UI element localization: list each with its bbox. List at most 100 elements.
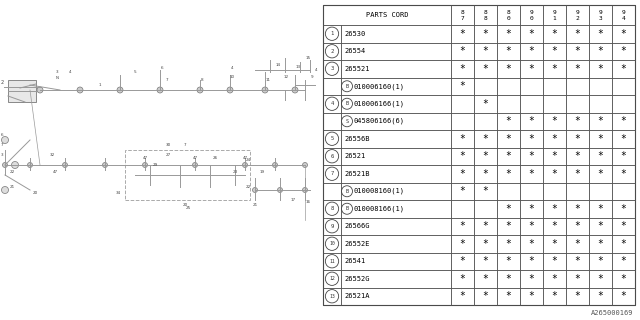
Bar xyxy=(497,113,520,130)
Bar xyxy=(451,95,474,113)
Text: *: * xyxy=(575,204,580,214)
Text: 15: 15 xyxy=(305,56,310,60)
Text: 29: 29 xyxy=(152,163,157,167)
Bar xyxy=(497,165,520,182)
Bar xyxy=(543,130,566,148)
Bar xyxy=(589,148,612,165)
Text: *: * xyxy=(506,291,511,301)
Text: PARTS CORD: PARTS CORD xyxy=(365,12,408,18)
Bar xyxy=(566,252,589,270)
Text: 8: 8 xyxy=(507,10,510,14)
Bar xyxy=(543,287,566,305)
Text: *: * xyxy=(506,169,511,179)
Text: *: * xyxy=(483,239,488,249)
Bar xyxy=(451,270,474,287)
Text: *: * xyxy=(575,64,580,74)
Bar xyxy=(451,77,474,95)
Bar xyxy=(566,113,589,130)
Bar xyxy=(543,270,566,287)
Circle shape xyxy=(227,87,233,93)
Text: *: * xyxy=(529,221,534,231)
Bar xyxy=(566,235,589,252)
Circle shape xyxy=(253,188,257,193)
Text: *: * xyxy=(483,274,488,284)
Bar xyxy=(566,25,589,43)
Text: 2: 2 xyxy=(1,79,4,84)
Text: 30: 30 xyxy=(165,143,171,147)
Text: B: B xyxy=(346,101,349,106)
Text: *: * xyxy=(483,169,488,179)
Text: 010006166(1): 010006166(1) xyxy=(354,100,405,107)
Text: 26521A: 26521A xyxy=(344,293,369,299)
Bar xyxy=(497,43,520,60)
Text: *: * xyxy=(598,169,604,179)
Bar xyxy=(612,270,635,287)
Text: 9: 9 xyxy=(598,10,602,14)
Text: *: * xyxy=(552,239,557,249)
Bar xyxy=(589,165,612,182)
Bar xyxy=(474,5,497,25)
Bar xyxy=(566,60,589,77)
Bar xyxy=(474,148,497,165)
Bar xyxy=(474,60,497,77)
Text: 4: 4 xyxy=(621,17,625,21)
Bar xyxy=(589,270,612,287)
Text: B: B xyxy=(346,189,349,194)
Text: *: * xyxy=(506,29,511,39)
Bar xyxy=(612,60,635,77)
Text: *: * xyxy=(552,46,557,56)
Text: *: * xyxy=(621,291,627,301)
Text: 1: 1 xyxy=(552,17,556,21)
Bar xyxy=(520,218,543,235)
Text: *: * xyxy=(460,64,465,74)
Bar xyxy=(451,287,474,305)
Bar xyxy=(612,113,635,130)
Bar xyxy=(566,270,589,287)
Text: *: * xyxy=(575,291,580,301)
Text: 8: 8 xyxy=(461,10,465,14)
Bar xyxy=(341,165,451,182)
Text: *: * xyxy=(529,29,534,39)
Bar xyxy=(589,235,612,252)
Text: *: * xyxy=(575,151,580,161)
Text: *: * xyxy=(575,134,580,144)
Bar xyxy=(323,5,451,25)
Text: 5: 5 xyxy=(134,70,136,74)
Text: 26530: 26530 xyxy=(344,31,365,37)
Bar xyxy=(589,287,612,305)
Text: *: * xyxy=(483,256,488,266)
Text: *: * xyxy=(552,204,557,214)
Text: 12: 12 xyxy=(284,75,289,79)
Bar xyxy=(543,60,566,77)
Text: 10: 10 xyxy=(229,75,235,79)
Text: *: * xyxy=(460,221,465,231)
Bar xyxy=(543,77,566,95)
Circle shape xyxy=(102,163,108,167)
Bar xyxy=(497,5,520,25)
Bar xyxy=(323,5,635,305)
Bar xyxy=(341,218,451,235)
Bar xyxy=(520,148,543,165)
Bar xyxy=(451,218,474,235)
Bar xyxy=(612,25,635,43)
Bar xyxy=(341,148,451,165)
Bar xyxy=(474,270,497,287)
Text: 21: 21 xyxy=(252,203,257,207)
Circle shape xyxy=(243,163,248,167)
Text: 9: 9 xyxy=(575,10,579,14)
Text: *: * xyxy=(460,291,465,301)
Text: *: * xyxy=(598,151,604,161)
Bar xyxy=(474,113,497,130)
Text: *: * xyxy=(506,221,511,231)
Bar xyxy=(543,95,566,113)
Text: *: * xyxy=(529,46,534,56)
Bar xyxy=(612,287,635,305)
Text: 26521: 26521 xyxy=(344,153,365,159)
Text: 26556B: 26556B xyxy=(344,136,369,142)
Text: 9: 9 xyxy=(552,10,556,14)
Circle shape xyxy=(157,87,163,93)
Bar xyxy=(612,130,635,148)
Text: 22: 22 xyxy=(10,170,15,174)
Text: 6: 6 xyxy=(1,133,3,137)
Bar xyxy=(543,200,566,218)
